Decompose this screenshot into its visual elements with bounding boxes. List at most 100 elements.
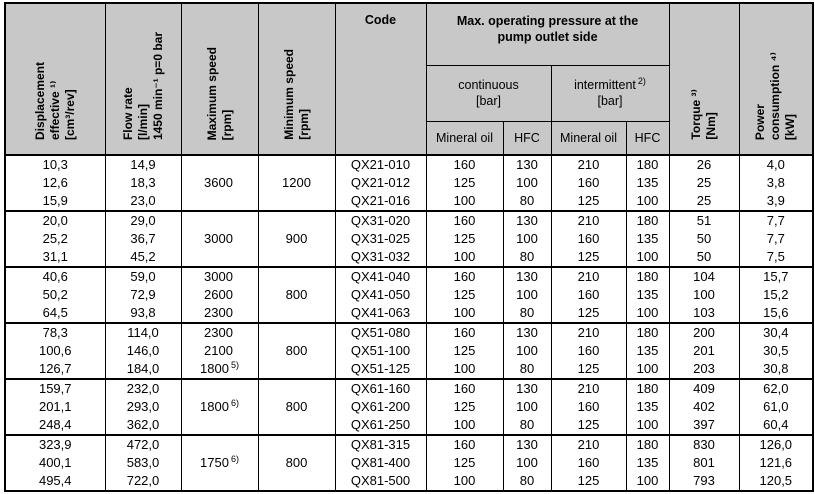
cell-cont-hfc: 130 bbox=[502, 434, 552, 454]
col-header-continuous: continuous [bar] bbox=[425, 64, 552, 122]
group-qx61: 159,7 232,0 1800 6) 800 QX61-160 160 130 … bbox=[4, 378, 814, 435]
cell-torque: 51 bbox=[668, 210, 740, 230]
cell-torque: 397 bbox=[668, 416, 740, 435]
table-row: 400,1 583,0 QX81-400 125 100 160 135 801… bbox=[4, 454, 814, 472]
cell-displacement: 64,5 bbox=[4, 304, 106, 323]
cell-cont-mineral-oil: 100 bbox=[425, 472, 504, 491]
col-header-intermittent: intermittent 2) [bar] bbox=[550, 64, 670, 122]
table-row: 31,1 45,2 QX31-032 100 80 125 100 50 7,5 bbox=[4, 248, 814, 267]
cell-code: QX51-080 bbox=[334, 322, 427, 342]
cell-torque: 104 bbox=[668, 266, 740, 286]
cell-displacement: 78,3 bbox=[4, 322, 106, 342]
cell-code: QX61-160 bbox=[334, 378, 427, 398]
cell-torque: 26 bbox=[668, 154, 740, 174]
cell-code: QX21-016 bbox=[334, 192, 427, 211]
group-qx21: 10,3 14,9 3600 1200 QX21-010 160 130 210… bbox=[4, 154, 814, 211]
cell-flow-rate: 146,0 bbox=[104, 342, 182, 360]
cell-cont-mineral-oil: 100 bbox=[425, 248, 504, 267]
cell-cont-mineral-oil: 160 bbox=[425, 378, 504, 398]
cell-cont-mineral-oil: 100 bbox=[425, 304, 504, 323]
cell-power: 15,7 bbox=[738, 266, 814, 286]
cell-code: QX61-250 bbox=[334, 416, 427, 435]
cell-max-speed: 1750 6) bbox=[180, 434, 259, 491]
cell-displacement: 126,7 bbox=[4, 360, 106, 379]
cell-cont-hfc: 100 bbox=[502, 286, 552, 304]
cell-torque: 830 bbox=[668, 434, 740, 454]
cell-displacement: 20,0 bbox=[4, 210, 106, 230]
cell-cont-hfc: 80 bbox=[502, 472, 552, 491]
cell-int-mineral-oil: 125 bbox=[550, 192, 627, 211]
cell-cont-mineral-oil: 125 bbox=[425, 398, 504, 416]
cell-int-hfc: 180 bbox=[625, 154, 670, 174]
cell-int-mineral-oil: 210 bbox=[550, 210, 627, 230]
cell-cont-mineral-oil: 125 bbox=[425, 286, 504, 304]
cell-int-hfc: 135 bbox=[625, 286, 670, 304]
cell-cont-hfc: 130 bbox=[502, 154, 552, 174]
cell-cont-mineral-oil: 100 bbox=[425, 360, 504, 379]
cell-power: 7,7 bbox=[738, 210, 814, 230]
group-qx51: 78,3 114,0 2300 800 QX51-080 160 130 210… bbox=[4, 322, 814, 379]
cell-code: QX41-040 bbox=[334, 266, 427, 286]
cell-cont-hfc: 80 bbox=[502, 416, 552, 435]
cell-flow-rate: 472,0 bbox=[104, 434, 182, 454]
cell-cont-hfc: 100 bbox=[502, 230, 552, 248]
cell-cont-mineral-oil: 100 bbox=[425, 192, 504, 211]
cell-displacement: 50,2 bbox=[4, 286, 106, 304]
cell-displacement: 31,1 bbox=[4, 248, 106, 267]
cell-torque: 409 bbox=[668, 378, 740, 398]
col-header-displacement: Displacement effective ¹⁾ [cm³/rev] bbox=[4, 2, 106, 156]
cell-displacement: 10,3 bbox=[4, 154, 106, 174]
cell-int-mineral-oil: 160 bbox=[550, 286, 627, 304]
cell-max-speed: 3600 bbox=[180, 154, 259, 211]
cell-int-mineral-oil: 160 bbox=[550, 454, 627, 472]
displacement-label: Displacement effective ¹⁾ [cm³/rev] bbox=[32, 61, 77, 140]
cell-power: 60,4 bbox=[738, 416, 814, 435]
col-header-minimum-speed: Minimum speed [rpm] bbox=[257, 2, 336, 156]
cell-int-hfc: 135 bbox=[625, 230, 670, 248]
cell-flow-rate: 184,0 bbox=[104, 360, 182, 379]
cell-int-hfc: 135 bbox=[625, 454, 670, 472]
col-header-torque: Torque ³⁾ [Nm] bbox=[668, 2, 740, 156]
maximum-speed-label: Maximum speed [rpm] bbox=[204, 46, 234, 140]
cell-cont-mineral-oil: 125 bbox=[425, 454, 504, 472]
cell-code: QX41-050 bbox=[334, 286, 427, 304]
cell-torque: 25 bbox=[668, 192, 740, 211]
cell-power: 62,0 bbox=[738, 378, 814, 398]
cell-torque: 200 bbox=[668, 322, 740, 342]
cell-int-mineral-oil: 210 bbox=[550, 266, 627, 286]
group-qx31: 20,0 29,0 3000 900 QX31-020 160 130 210 … bbox=[4, 210, 814, 267]
cell-power: 30,8 bbox=[738, 360, 814, 379]
cell-displacement: 400,1 bbox=[4, 454, 106, 472]
cell-code: QX51-100 bbox=[334, 342, 427, 360]
cell-int-hfc: 180 bbox=[625, 434, 670, 454]
col-header-continuous-hfc: HFC bbox=[502, 120, 552, 156]
table-row: 10,3 14,9 3600 1200 QX21-010 160 130 210… bbox=[4, 154, 814, 211]
cell-flow-rate: 23,0 bbox=[104, 192, 182, 211]
cell-int-hfc: 100 bbox=[625, 416, 670, 435]
cell-int-mineral-oil: 125 bbox=[550, 360, 627, 379]
cell-int-mineral-oil: 210 bbox=[550, 322, 627, 342]
cell-displacement: 12,6 bbox=[4, 174, 106, 192]
cell-flow-rate: 29,0 bbox=[104, 210, 182, 230]
cell-code: QX31-020 bbox=[334, 210, 427, 230]
cell-int-hfc: 135 bbox=[625, 174, 670, 192]
cell-cont-hfc: 80 bbox=[502, 304, 552, 323]
cell-flow-rate: 72,9 bbox=[104, 286, 182, 304]
cell-power: 120,5 bbox=[738, 472, 814, 491]
cell-cont-mineral-oil: 125 bbox=[425, 230, 504, 248]
cell-min-speed: 900 bbox=[257, 210, 336, 267]
cell-int-mineral-oil: 125 bbox=[550, 472, 627, 491]
cell-int-hfc: 100 bbox=[625, 360, 670, 379]
cell-int-mineral-oil: 160 bbox=[550, 342, 627, 360]
col-header-power-consumption: Power consumption ⁴⁾ [kW] bbox=[738, 2, 814, 156]
cell-flow-rate: 232,0 bbox=[104, 378, 182, 398]
table-row: 248,4 362,0 QX61-250 100 80 125 100 397 … bbox=[4, 416, 814, 435]
table-row: 100,6 146,0 2100 QX51-100 125 100 160 13… bbox=[4, 342, 814, 360]
cell-displacement: 159,7 bbox=[4, 378, 106, 398]
col-header-intermittent-mineral-oil: Mineral oil bbox=[550, 120, 627, 156]
table-row: 495,4 722,0 QX81-500 100 80 125 100 793 … bbox=[4, 472, 814, 491]
cell-displacement: 201,1 bbox=[4, 398, 106, 416]
cell-max-speed: 3000 bbox=[180, 266, 259, 286]
cell-int-hfc: 100 bbox=[625, 248, 670, 267]
